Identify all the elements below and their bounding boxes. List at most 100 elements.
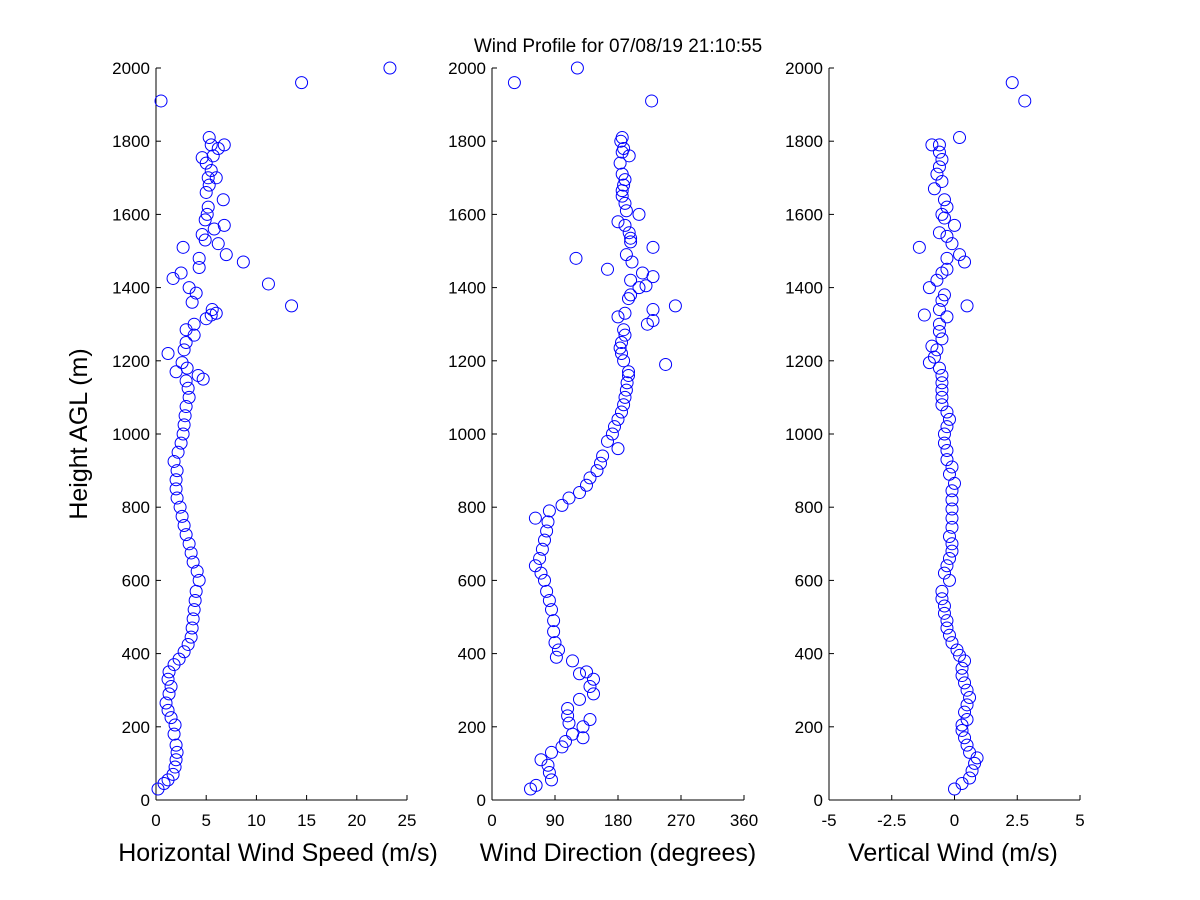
- data-point-direction: [617, 142, 631, 156]
- data-point-speed: [167, 454, 181, 468]
- vertical-wind-panel: 0 200 400 600 800 1000 1200 1400 1600 1800 2000 -5 -…: [785, 59, 1085, 867]
- y-tick-label-speed: 1400: [112, 279, 150, 298]
- data-point-vertical: [922, 281, 936, 295]
- data-point-vertical: [963, 691, 977, 705]
- data-point-vertical: [953, 648, 967, 662]
- data-point-vertical: [937, 427, 951, 441]
- data-point-direction: [583, 712, 597, 726]
- data-point-speed: [187, 328, 201, 342]
- x-tick-label-speed: 20: [347, 811, 366, 830]
- data-point-direction: [542, 594, 556, 608]
- x-tick-label-speed: 15: [297, 811, 316, 830]
- data-point-vertical: [932, 226, 946, 240]
- data-point-direction: [573, 692, 586, 706]
- wind-direction-panel: 0 200 400 600 800 1000 1200 1400 1600 1800 2000 0 90…: [448, 59, 758, 867]
- x-tick-label-vertical: 2.5: [1005, 811, 1029, 830]
- data-point-speed: [202, 178, 216, 192]
- data-point-direction: [569, 251, 583, 265]
- data-point-vertical: [948, 218, 961, 232]
- data-point-vertical: [925, 339, 939, 353]
- data-point-vertical: [960, 712, 974, 726]
- data-point-direction: [615, 167, 629, 181]
- data-point-vertical: [945, 544, 959, 558]
- data-point-direction: [576, 731, 590, 745]
- data-point-direction: [624, 231, 638, 245]
- data-point-direction: [618, 218, 632, 232]
- data-point-direction: [639, 279, 653, 293]
- data-point-vertical: [960, 683, 974, 697]
- data-point-speed: [205, 303, 219, 317]
- data-point-direction: [646, 240, 660, 254]
- x-tick-label-direction: 360: [730, 811, 758, 830]
- y-tick-label-direction: 1000: [448, 425, 486, 444]
- y-tick-label-direction: 0: [477, 791, 486, 810]
- x-tick-label-vertical: -5: [821, 811, 836, 830]
- data-point-direction: [573, 667, 586, 681]
- data-point-speed: [177, 519, 191, 532]
- data-point-direction: [529, 778, 543, 792]
- y-tick-label-speed: 1000: [112, 425, 150, 444]
- data-point-direction: [594, 456, 607, 470]
- data-point-speed: [164, 680, 178, 694]
- y-tick-label-direction: 2000: [448, 59, 486, 78]
- data-point-speed: [175, 356, 189, 370]
- data-point-speed: [192, 251, 206, 265]
- data-point-direction: [619, 248, 633, 262]
- data-point-speed: [192, 260, 206, 274]
- data-point-direction: [548, 636, 562, 650]
- data-point-speed: [170, 745, 184, 759]
- data-point-speed: [191, 368, 205, 382]
- data-point-vertical: [932, 160, 946, 174]
- data-point-vertical: [925, 138, 939, 152]
- data-point-direction: [538, 533, 551, 547]
- data-point-vertical: [937, 211, 951, 225]
- data-point-speed: [161, 703, 175, 717]
- data-point-direction: [611, 442, 625, 456]
- data-point-direction: [573, 486, 586, 500]
- data-point-speed: [182, 281, 196, 295]
- data-point-direction: [583, 471, 597, 485]
- x-tick-label-speed: 5: [201, 811, 210, 830]
- x-tick-label-direction: 180: [604, 811, 632, 830]
- data-point-vertical: [932, 138, 946, 152]
- data-point-speed: [171, 445, 185, 459]
- y-tick-label-vertical: 2000: [785, 59, 823, 78]
- data-point-direction: [562, 491, 576, 505]
- data-point-direction: [562, 716, 576, 730]
- data-point-direction: [618, 328, 632, 342]
- data-point-speed: [168, 760, 182, 774]
- data-point-speed: [184, 630, 198, 644]
- data-point-vertical: [927, 182, 941, 196]
- data-point-vertical: [932, 325, 946, 339]
- data-point-speed: [198, 213, 212, 227]
- data-point-vertical: [958, 705, 972, 719]
- data-point-direction: [601, 262, 614, 276]
- data-point-speed: [159, 696, 173, 710]
- data-point-speed: [176, 427, 190, 441]
- data-point-vertical: [937, 599, 951, 613]
- data-point-vertical: [958, 255, 972, 269]
- y-tick-label-vertical: 400: [795, 645, 823, 664]
- data-point-direction: [545, 773, 558, 787]
- data-point-vertical: [940, 443, 954, 457]
- data-point-vertical: [945, 502, 959, 516]
- data-point-vertical: [953, 248, 967, 262]
- data-point-speed: [206, 149, 220, 163]
- data-point-direction: [535, 542, 549, 556]
- data-point-vertical: [968, 756, 982, 770]
- data-point-speed: [185, 621, 199, 635]
- data-point-direction: [668, 299, 682, 313]
- data-point-direction: [618, 390, 632, 404]
- data-point-vertical: [940, 200, 954, 214]
- data-point-direction: [601, 434, 614, 448]
- data-point-direction: [583, 680, 597, 694]
- data-point-speed: [184, 546, 198, 560]
- data-point-vertical: [932, 145, 946, 159]
- data-point-speed: [200, 207, 214, 221]
- data-point-direction: [646, 303, 660, 317]
- data-point-vertical: [960, 738, 974, 752]
- data-point-vertical: [940, 453, 954, 467]
- y-tick-label-speed: 200: [122, 718, 150, 737]
- y-tick-label-direction: 1400: [448, 279, 486, 298]
- data-point-vertical: [935, 207, 949, 221]
